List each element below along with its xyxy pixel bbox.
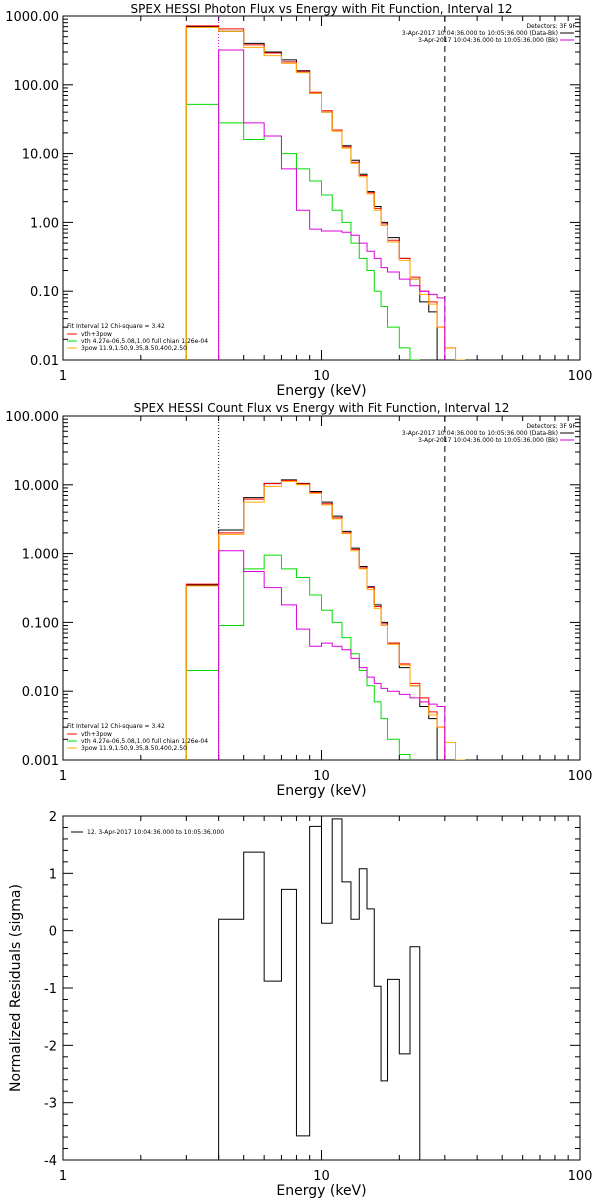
x-tick-label: 100 (568, 1169, 593, 1184)
x-tick-label: 100 (568, 369, 593, 384)
series-step-line (185, 27, 466, 360)
series-step-line (185, 479, 438, 760)
y-axis-label: Normalized Residuals (sigma) (8, 884, 24, 1092)
y-tick-label: 0.100 (22, 616, 59, 631)
y-tick-label: 10.00 (22, 148, 59, 163)
series-4 (185, 27, 466, 360)
chart-title: SPEX HESSI Count Flux vs Energy with Fit… (134, 401, 510, 415)
y-tick-label: 10.000 (14, 479, 60, 494)
y-tick-label: 0.010 (22, 685, 59, 700)
y-tick-label: 1000.00 (5, 10, 59, 25)
series-1 (218, 818, 421, 1160)
x-tick-label: 1 (59, 1169, 67, 1184)
detectors-label: Detectors: 3F 9F (526, 423, 576, 430)
series-step-line (185, 480, 466, 760)
series-3 (185, 554, 411, 760)
y-tick-label: 100.00 (14, 79, 60, 94)
series-step-line (218, 818, 421, 1160)
series-step-line (218, 550, 446, 760)
x-tick-label: 100 (568, 769, 593, 784)
series-3 (185, 103, 420, 360)
y-tick-label: -2 (44, 1039, 57, 1054)
y-tick-label: 2 (49, 810, 57, 825)
series-5 (218, 550, 446, 760)
x-tick-label: 1 (59, 769, 67, 784)
y-tick-label: 1.00 (30, 216, 59, 231)
legend-right-entry: 3-Apr-2017 10:04:36.000 to 10:05:36.000 … (402, 430, 558, 437)
fit-header: Fit Interval 12 Chi-square = 3.42 (67, 723, 165, 730)
legend-left-entry: vth 4.27e-06,5.08,1.00 full chian 1.26e-… (81, 338, 208, 345)
legend-entry: 12. 3-Apr-2017 10:04:36.000 to 10:05:36.… (87, 829, 224, 836)
y-tick-label: 1.000 (22, 548, 59, 563)
legend-left-entry: 3pow 11.9,1.50,9.35,8.50,400,2.50 (81, 345, 187, 352)
series-step-line (218, 49, 446, 360)
legend-left-entry: 3pow 11.9,1.50,9.35,8.50,400,2.50 (81, 745, 187, 752)
x-tick-label: 1 (59, 369, 67, 384)
legend-left-entry: vth 4.27e-06,5.08,1.00 full chian 1.26e-… (81, 738, 208, 745)
fit-header: Fit Interval 12 Chi-square = 3.42 (67, 323, 165, 330)
y-tick-label: 0.10 (30, 285, 59, 300)
series-step-line (185, 480, 446, 760)
series-2 (185, 480, 446, 760)
series-step-line (185, 103, 420, 360)
y-tick-label: -4 (44, 1154, 57, 1169)
x-tick-label: 10 (313, 1169, 330, 1184)
series-5 (218, 49, 446, 360)
x-tick-label: 10 (313, 769, 330, 784)
legend-left-entry: vth+3pow (81, 731, 112, 738)
y-tick-label: 1 (49, 867, 57, 882)
series-step-line (185, 26, 438, 360)
y-tick-label: -1 (44, 982, 57, 997)
detectors-label: Detectors: 3F 9F (526, 23, 576, 30)
series-1 (185, 479, 438, 760)
chart-panel-3 (62, 815, 581, 1161)
series-step-line (185, 25, 457, 360)
y-tick-label: -3 (44, 1097, 57, 1112)
y-tick-label: 100.000 (5, 410, 59, 425)
series-step-line (185, 554, 411, 760)
chart-panel-2 (62, 415, 581, 761)
x-axis-label: Energy (keV) (276, 383, 366, 399)
legend-right-entry: 3-Apr-2017 10:04:36.000 to 10:05:36.000 … (418, 437, 558, 444)
series-4 (185, 480, 466, 760)
plot-frame (62, 415, 581, 761)
legend-right-entry: 3-Apr-2017 10:04:36.000 to 10:05:36.000 … (402, 30, 558, 37)
chart-panel-1 (62, 15, 581, 361)
series-1 (185, 26, 438, 360)
y-tick-label: 0.01 (30, 354, 59, 369)
legend-right-entry: 3-Apr-2017 10:04:36.000 to 10:05:36.000 … (418, 37, 558, 44)
x-tick-label: 10 (313, 369, 330, 384)
x-axis-label: Energy (keV) (276, 783, 366, 799)
x-axis-label: Energy (keV) (276, 1183, 366, 1199)
chart-title: SPEX HESSI Photon Flux vs Energy with Fi… (131, 2, 513, 16)
legend-left-entry: vth+3pow (81, 331, 112, 338)
series-2 (185, 25, 457, 360)
y-tick-label: 0.001 (22, 754, 59, 769)
y-tick-label: 0 (49, 925, 57, 940)
